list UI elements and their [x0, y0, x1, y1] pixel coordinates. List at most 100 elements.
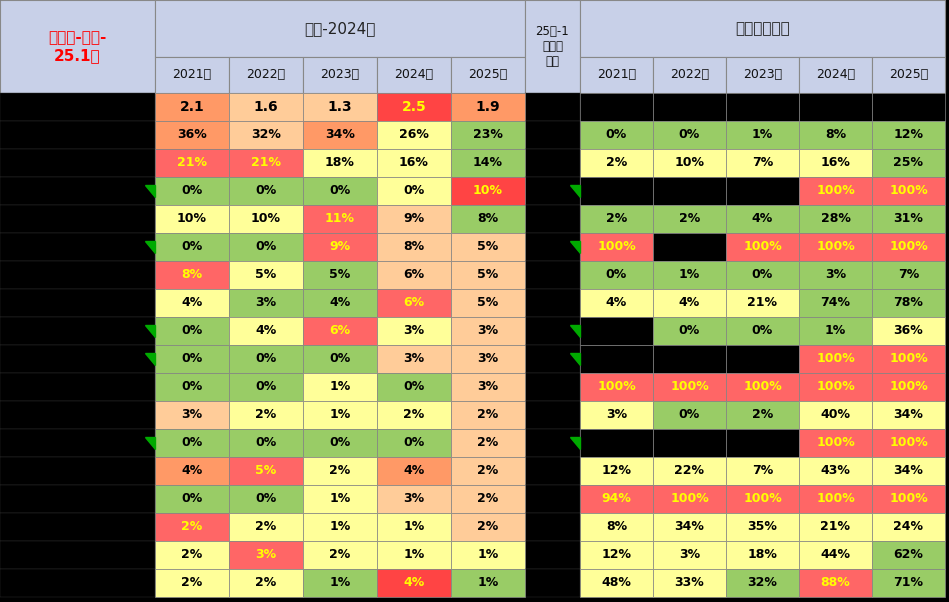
Text: 1%: 1%: [403, 521, 424, 533]
Text: 2%: 2%: [477, 492, 498, 506]
Text: 3%: 3%: [403, 353, 424, 365]
Text: 18%: 18%: [748, 548, 777, 562]
Bar: [653, 121, 726, 149]
Bar: [872, 57, 945, 93]
Bar: [580, 317, 653, 345]
Text: 4%: 4%: [679, 297, 700, 309]
Text: 34%: 34%: [326, 128, 355, 141]
Text: 1.9: 1.9: [475, 100, 500, 114]
Text: 0%: 0%: [181, 324, 203, 338]
Bar: [155, 373, 229, 401]
Text: 16%: 16%: [400, 157, 429, 170]
Bar: [451, 569, 525, 597]
Text: 1%: 1%: [329, 577, 350, 589]
Bar: [726, 513, 799, 541]
Bar: [377, 373, 451, 401]
Bar: [155, 233, 229, 261]
Bar: [653, 261, 726, 289]
Bar: [155, 261, 229, 289]
Bar: [525, 93, 580, 121]
Bar: [0, 457, 155, 485]
Bar: [525, 121, 580, 149]
Text: 12%: 12%: [894, 128, 923, 141]
Text: 100%: 100%: [816, 241, 855, 253]
Bar: [653, 457, 726, 485]
Text: 100%: 100%: [597, 380, 636, 394]
Bar: [155, 569, 229, 597]
Bar: [525, 177, 580, 205]
Text: 100%: 100%: [889, 492, 928, 506]
Text: 新能源渗透率: 新能源渗透率: [735, 21, 790, 36]
Bar: [580, 345, 653, 373]
Text: 33%: 33%: [675, 577, 704, 589]
Text: 5%: 5%: [255, 268, 276, 282]
Text: 25年-1
月交强
险量: 25年-1 月交强 险量: [535, 25, 569, 68]
Text: 12%: 12%: [602, 548, 631, 562]
Bar: [726, 317, 799, 345]
Text: 0%: 0%: [329, 184, 350, 197]
Bar: [580, 485, 653, 513]
Bar: [155, 93, 229, 121]
Text: 4%: 4%: [752, 213, 773, 226]
Bar: [0, 149, 155, 177]
Text: 71%: 71%: [894, 577, 923, 589]
Text: 28%: 28%: [821, 213, 850, 226]
Bar: [229, 205, 303, 233]
Bar: [726, 541, 799, 569]
Bar: [525, 569, 580, 597]
Bar: [726, 205, 799, 233]
Bar: [799, 569, 872, 597]
Text: 26%: 26%: [400, 128, 429, 141]
Bar: [155, 401, 229, 429]
Text: 1%: 1%: [825, 324, 847, 338]
Text: 2%: 2%: [329, 548, 350, 562]
Text: 2022年: 2022年: [670, 69, 709, 81]
Bar: [377, 177, 451, 205]
Text: 0%: 0%: [181, 436, 203, 450]
Bar: [377, 317, 451, 345]
Text: 0%: 0%: [181, 184, 203, 197]
Text: 100%: 100%: [816, 492, 855, 506]
Polygon shape: [145, 437, 155, 449]
Bar: [377, 205, 451, 233]
Text: 3%: 3%: [403, 324, 424, 338]
Text: 7%: 7%: [898, 268, 920, 282]
Bar: [525, 401, 580, 429]
Bar: [451, 345, 525, 373]
Bar: [653, 513, 726, 541]
Bar: [799, 541, 872, 569]
Bar: [451, 373, 525, 401]
Text: 2%: 2%: [477, 409, 498, 421]
Text: 4%: 4%: [403, 577, 424, 589]
Bar: [580, 177, 653, 205]
Text: 4%: 4%: [605, 297, 627, 309]
Bar: [229, 401, 303, 429]
Bar: [229, 513, 303, 541]
Text: 100%: 100%: [889, 353, 928, 365]
Polygon shape: [145, 241, 155, 253]
Text: 44%: 44%: [821, 548, 850, 562]
Bar: [525, 317, 580, 345]
Bar: [451, 57, 525, 93]
Text: 2%: 2%: [255, 409, 276, 421]
Text: 0%: 0%: [605, 268, 627, 282]
Text: 6%: 6%: [403, 297, 424, 309]
Text: 43%: 43%: [821, 465, 850, 477]
Text: 1.3: 1.3: [327, 100, 352, 114]
Bar: [726, 373, 799, 401]
Bar: [580, 261, 653, 289]
Bar: [653, 401, 726, 429]
Text: 交强险-轻客-
25.1月: 交强险-轻客- 25.1月: [48, 30, 106, 63]
Bar: [525, 513, 580, 541]
Text: 10%: 10%: [251, 213, 281, 226]
Bar: [303, 317, 377, 345]
Bar: [155, 513, 229, 541]
Bar: [0, 233, 155, 261]
Bar: [872, 121, 945, 149]
Bar: [653, 429, 726, 457]
Bar: [303, 289, 377, 317]
Bar: [451, 121, 525, 149]
Text: 0%: 0%: [679, 409, 700, 421]
Text: 100%: 100%: [816, 436, 855, 450]
Bar: [872, 569, 945, 597]
